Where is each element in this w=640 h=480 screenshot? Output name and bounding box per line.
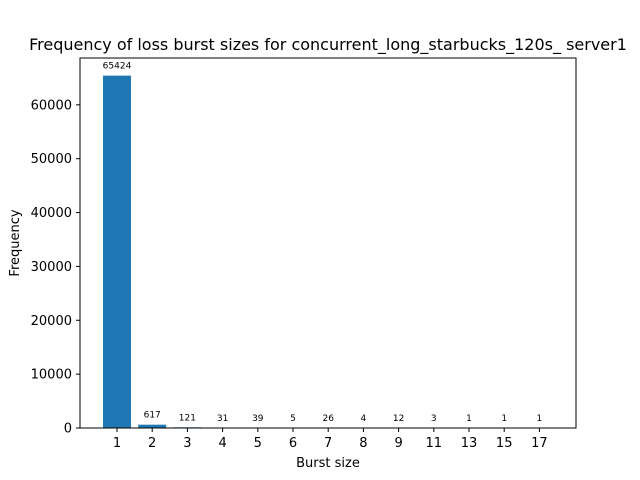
y-tick-label-50000: 50000 bbox=[31, 152, 72, 167]
y-axis-label: Frequency bbox=[8, 209, 23, 276]
data-label-17: 1 bbox=[537, 414, 543, 424]
data-label-7: 26 bbox=[322, 414, 334, 424]
data-label-3: 121 bbox=[179, 413, 196, 423]
y-tick-label-40000: 40000 bbox=[31, 206, 72, 221]
x-tick-label-1: 1 bbox=[113, 436, 121, 451]
x-tick-label-8: 8 bbox=[359, 436, 367, 451]
x-tick-label-6: 6 bbox=[289, 436, 297, 451]
bar-2 bbox=[138, 424, 167, 428]
data-label-15: 1 bbox=[501, 414, 507, 424]
y-tick-label-0: 0 bbox=[64, 422, 72, 437]
y-tick-label-20000: 20000 bbox=[31, 314, 72, 329]
x-tick-label-5: 5 bbox=[254, 436, 262, 451]
data-label-2: 617 bbox=[144, 411, 161, 421]
data-label-11: 3 bbox=[431, 414, 437, 424]
y-tick-label-30000: 30000 bbox=[31, 260, 72, 275]
x-axis-label: Burst size bbox=[296, 456, 360, 471]
x-tick-label-2: 2 bbox=[148, 436, 156, 451]
y-tick-label-10000: 10000 bbox=[31, 368, 72, 383]
x-tick-label-9: 9 bbox=[394, 436, 402, 451]
x-tick-label-7: 7 bbox=[324, 436, 332, 451]
x-tick-label-3: 3 bbox=[183, 436, 191, 451]
x-tick-label-15: 15 bbox=[496, 436, 513, 451]
x-tick-label-17: 17 bbox=[531, 436, 548, 451]
x-tick-label-4: 4 bbox=[218, 436, 226, 451]
bars-group bbox=[103, 75, 554, 429]
data-label-1: 65424 bbox=[103, 62, 132, 72]
y-axis-ticks: 0 10000 20000 30000 40000 50000 60000 bbox=[31, 98, 80, 437]
bar-1 bbox=[103, 75, 131, 429]
data-label-4: 31 bbox=[217, 414, 228, 424]
chart-title: Frequency of loss burst sizes for concur… bbox=[29, 35, 627, 55]
x-tick-label-11: 11 bbox=[426, 436, 443, 451]
x-tick-label-13: 13 bbox=[461, 436, 478, 451]
data-label-9: 12 bbox=[393, 414, 404, 424]
plot-frame bbox=[79, 57, 577, 429]
y-tick-label-60000: 60000 bbox=[31, 98, 72, 113]
data-label-5: 39 bbox=[252, 414, 264, 424]
data-label-13: 1 bbox=[466, 414, 472, 424]
x-axis-ticks: 1 2 3 4 5 6 7 8 9 11 13 15 17 bbox=[113, 428, 548, 451]
data-label-6: 5 bbox=[290, 414, 296, 424]
data-label-8: 4 bbox=[361, 414, 367, 424]
